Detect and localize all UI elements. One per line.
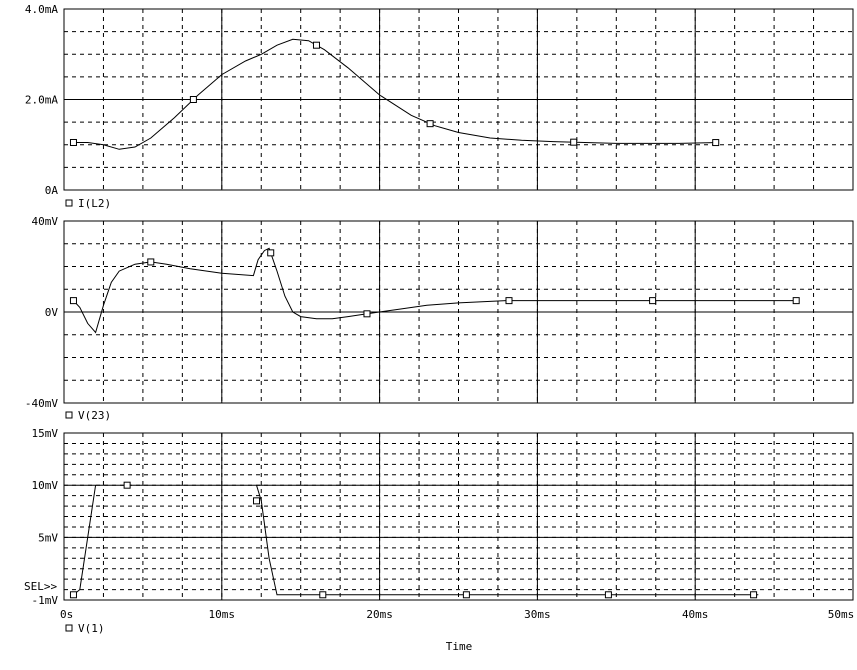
data-point-marker: [267, 249, 275, 257]
x-tick-label: 40ms: [682, 608, 709, 621]
y-tick-label: 10mV: [32, 479, 59, 492]
legend-label: V(23): [78, 409, 111, 422]
x-tick-label: 10ms: [209, 608, 236, 621]
data-point-marker: [570, 138, 578, 146]
data-point-marker: [363, 310, 371, 318]
plot-frame: [63, 432, 854, 601]
legend-entry: V(23): [65, 409, 111, 422]
plot-frame: [63, 220, 854, 404]
data-point-marker: [604, 591, 612, 599]
chart-panel-2: -40mV 0V 40mV V(23): [25, 215, 854, 422]
data-point-marker: [312, 41, 320, 49]
plot-frame: [63, 8, 854, 191]
data-point-marker: [319, 591, 327, 599]
y-tick-label: 15mV: [32, 427, 59, 440]
x-tick-label: 50ms: [828, 608, 855, 621]
y-tick-label: -1mV: [32, 594, 59, 607]
chart-panel-3: -1mV 5mV 10mV 15mV SEL>> V(1): [24, 427, 854, 635]
y-tick-label: 0V: [45, 306, 59, 319]
legend-marker-icon: [65, 411, 73, 419]
chart-panel-1: 0A 2.0mA 4.0mA I(L2): [25, 3, 854, 210]
data-point-marker: [253, 497, 261, 505]
x-tick-label: 0s: [60, 608, 73, 621]
data-point-marker: [505, 297, 513, 305]
x-tick-label: 30ms: [524, 608, 551, 621]
legend-marker-icon: [65, 624, 73, 632]
data-point-marker: [712, 139, 720, 147]
data-point-marker: [426, 120, 434, 128]
data-point-marker: [649, 297, 657, 305]
series-line-V(23): [73, 247, 798, 334]
selected-plot-marker: SEL>>: [24, 580, 57, 593]
legend-entry: I(L2): [65, 197, 111, 210]
data-point-marker: [462, 591, 470, 599]
data-point-marker: [189, 96, 197, 103]
data-point-marker: [792, 297, 800, 305]
y-tick-label: 5mV: [38, 531, 58, 544]
series-line-I(L2): [71, 38, 719, 150]
data-point-marker: [750, 591, 758, 599]
y-tick-label: 0A: [45, 184, 59, 197]
y-tick-label: 2.0mA: [25, 94, 58, 107]
y-tick-label: 40mV: [32, 215, 59, 228]
legend-marker-icon: [65, 199, 73, 207]
x-tick-label: 20ms: [366, 608, 393, 621]
x-axis-title: Time: [446, 640, 473, 653]
data-point-marker: [147, 258, 155, 266]
data-point-marker: [69, 297, 77, 305]
legend-label: I(L2): [78, 197, 111, 210]
data-point-marker: [69, 138, 77, 146]
data-point-marker: [123, 481, 131, 489]
y-tick-label: 4.0mA: [25, 3, 58, 16]
data-point-marker: [69, 591, 77, 599]
legend-label: V(1): [78, 622, 105, 635]
y-tick-label: -40mV: [25, 397, 58, 410]
legend-entry: V(1): [65, 622, 105, 635]
